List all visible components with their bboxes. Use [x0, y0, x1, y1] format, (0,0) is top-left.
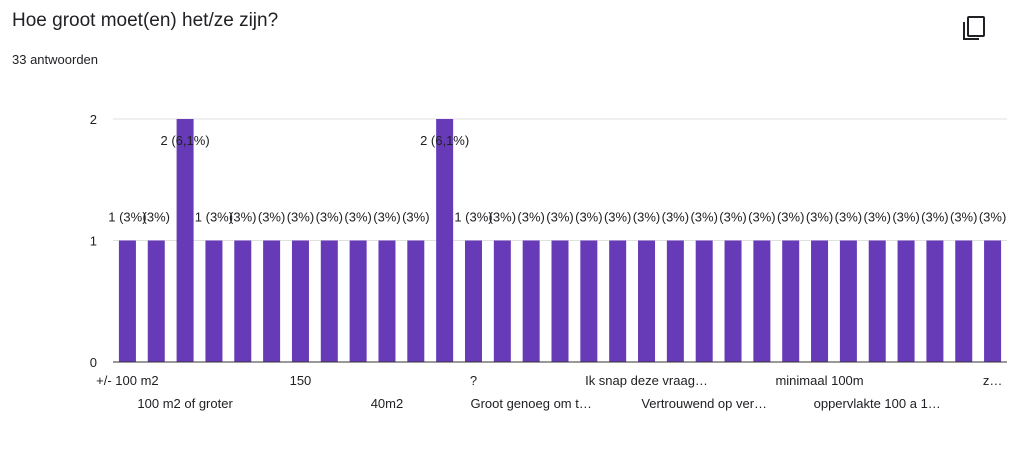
question-title: Hoe groot moet(en) het/ze zijn?: [12, 10, 279, 31]
x-category-label: 40m2: [371, 396, 404, 411]
bar: [205, 240, 223, 362]
bar: [897, 240, 915, 362]
data-label: (3%): [777, 210, 804, 225]
data-label: (3%): [402, 210, 429, 225]
data-label: (3%): [229, 210, 256, 225]
x-category-label: oppervlakte 100 a 1…: [814, 396, 941, 411]
data-label: (3%): [633, 210, 660, 225]
copy-icon: [963, 16, 985, 40]
response-count: 33 antwoorden: [12, 52, 99, 67]
data-label: (3%): [489, 210, 516, 225]
data-label: (3%): [863, 210, 890, 225]
data-label: (3%): [662, 210, 689, 225]
data-label: (3%): [892, 210, 919, 225]
data-label: (3%): [719, 210, 746, 225]
data-label: (3%): [258, 210, 285, 225]
x-category-label: Groot genoeg om t…: [470, 396, 591, 411]
bar: [407, 240, 425, 362]
data-label: (3%): [950, 210, 977, 225]
x-category-label: 150: [290, 373, 312, 388]
x-category-label: minimaal 100m: [775, 373, 863, 388]
data-label: (3%): [344, 210, 371, 225]
x-category-label: +/- 100 m2: [96, 373, 159, 388]
bar: [695, 240, 713, 362]
y-tick-label: 2: [90, 112, 97, 127]
y-tick-label: 1: [90, 234, 97, 249]
bar: [782, 240, 800, 362]
bar: [378, 240, 396, 362]
bar: [724, 240, 742, 362]
x-category-label: Ik snap deze vraag…: [585, 373, 708, 388]
bar: [609, 240, 627, 362]
x-category-label: ?: [470, 373, 477, 388]
copy-chart-button[interactable]: [958, 12, 990, 44]
bar: [522, 240, 540, 362]
data-label: (3%): [143, 210, 170, 225]
bar: [811, 240, 829, 362]
bar: [753, 240, 771, 362]
bar: [638, 240, 656, 362]
bar: [118, 240, 136, 362]
data-label: (3%): [604, 210, 631, 225]
bar: [263, 240, 281, 362]
data-label: (3%): [835, 210, 862, 225]
data-label: 2 (6,1%): [161, 133, 210, 148]
data-label: (3%): [517, 210, 544, 225]
bar: [320, 240, 338, 362]
bar: [436, 119, 454, 362]
x-category-label: z…: [983, 373, 1003, 388]
x-category-label: 100 m2 of groter: [137, 396, 233, 411]
bar: [493, 240, 511, 362]
data-label: (3%): [316, 210, 343, 225]
bar: [176, 119, 194, 362]
bar: [464, 240, 482, 362]
bar: [666, 240, 684, 362]
bar: [984, 240, 1002, 362]
data-label: (3%): [921, 210, 948, 225]
data-label: (3%): [546, 210, 573, 225]
data-label: (3%): [748, 210, 775, 225]
y-tick-label: 0: [90, 355, 97, 370]
data-label: (3%): [373, 210, 400, 225]
bar: [234, 240, 252, 362]
data-label: 1 (3%): [195, 210, 233, 225]
data-label: 1 (3%): [108, 210, 146, 225]
data-label: (3%): [287, 210, 314, 225]
bar: [551, 240, 569, 362]
data-label: (3%): [979, 210, 1006, 225]
bar: [349, 240, 367, 362]
bar: [580, 240, 598, 362]
bar: [926, 240, 944, 362]
bar: [147, 240, 165, 362]
bar: [291, 240, 309, 362]
data-label: (3%): [690, 210, 717, 225]
data-label: (3%): [806, 210, 833, 225]
data-label: 1 (3%): [454, 210, 492, 225]
bar: [868, 240, 886, 362]
bar: [839, 240, 857, 362]
bar: [955, 240, 973, 362]
data-label: (3%): [575, 210, 602, 225]
data-label: 2 (6,1%): [420, 133, 469, 148]
x-category-label: Vertrouwend op ver…: [641, 396, 767, 411]
